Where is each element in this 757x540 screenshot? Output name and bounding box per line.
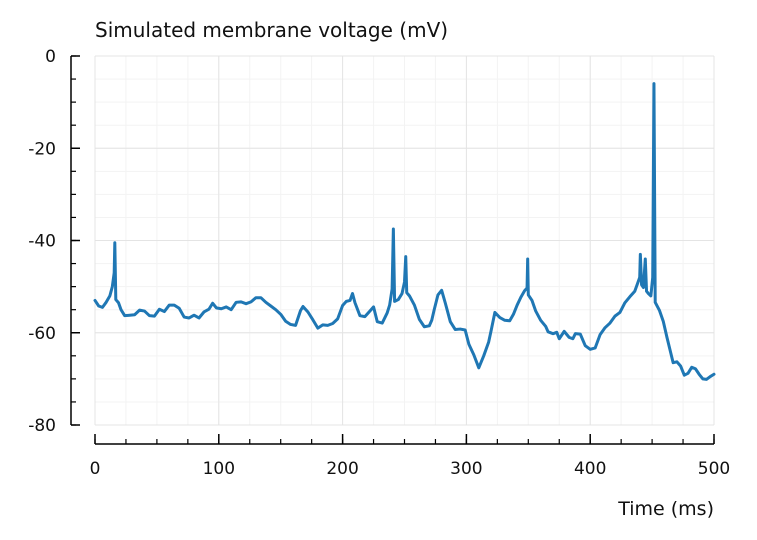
series-layer xyxy=(93,82,716,381)
x-axis: 0 100 200 300 400 500 xyxy=(90,434,730,479)
y-tick-label: -80 xyxy=(28,416,56,436)
y-tick-label: -20 xyxy=(28,139,56,159)
x-tick-label: 200 xyxy=(326,459,358,479)
y-tick-label: -60 xyxy=(28,324,56,344)
y-tick-label: 0 xyxy=(45,47,56,67)
y-axis: 0 -20 -40 -60 -80 xyxy=(28,47,80,436)
x-tick-label: 0 xyxy=(90,459,101,479)
x-tick-label: 500 xyxy=(698,459,730,479)
voltage-trace-line xyxy=(93,82,716,381)
major-grid xyxy=(94,55,715,426)
x-tick-label: 100 xyxy=(203,459,235,479)
y-tick-label: -40 xyxy=(28,232,56,252)
chart-title: Simulated membrane voltage (mV) xyxy=(95,18,448,42)
x-tick-label: 300 xyxy=(450,459,482,479)
x-axis-label: Time (ms) xyxy=(617,498,714,520)
x-tick-label: 400 xyxy=(574,459,606,479)
